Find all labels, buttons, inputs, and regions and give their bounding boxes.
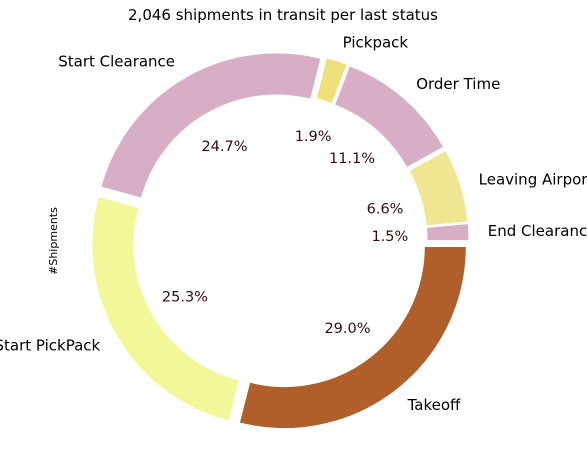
slice-label-end-clearance: End Clearance: [488, 222, 587, 240]
pct-label-leaving-airport: 6.6%: [367, 201, 404, 217]
slice-label-start-clearance: Start Clearance: [58, 52, 175, 70]
pct-label-pickpack: 1.9%: [295, 129, 332, 145]
slice-label-start-pickpack: Start PickPack: [0, 337, 101, 355]
slice-label-order-time: Order Time: [416, 75, 500, 93]
pct-label-start-clearance: 24.7%: [201, 139, 247, 155]
slice-label-leaving-airport: Leaving Airport: [479, 170, 587, 188]
slice-label-pickpack: Pickpack: [343, 34, 409, 52]
pct-label-order-time: 11.1%: [329, 151, 375, 167]
y-axis-label: #Shipments: [47, 207, 60, 275]
slice-start-pickpack: [92, 197, 239, 421]
chart-title: 2,046 shipments in transit per last stat…: [128, 6, 438, 24]
pct-label-takeoff: 29.0%: [324, 321, 370, 337]
slice-label-takeoff: Takeoff: [407, 396, 461, 414]
slice-start-clearance: [101, 53, 321, 198]
pct-label-start-pickpack: 25.3%: [162, 289, 208, 305]
slices-group: [92, 53, 469, 429]
pct-label-end-clearance: 1.5%: [371, 229, 408, 245]
slice-end-clearance: [426, 224, 469, 241]
